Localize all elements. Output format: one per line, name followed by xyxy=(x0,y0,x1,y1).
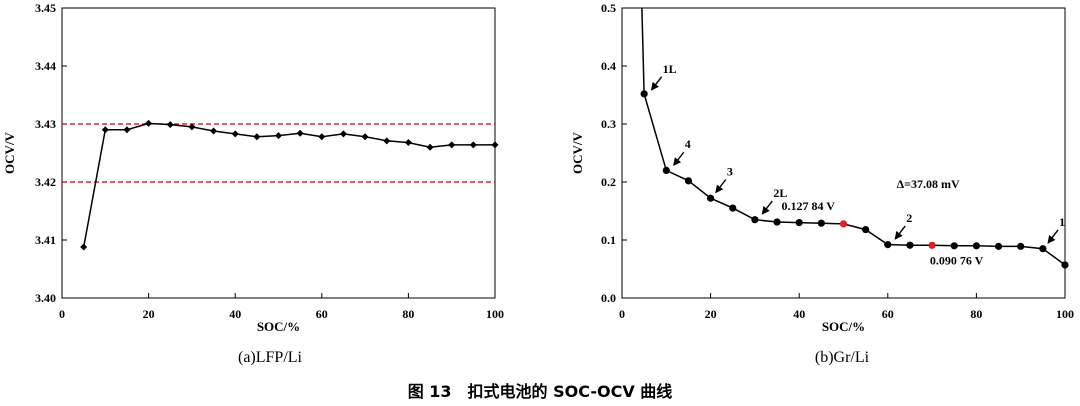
x-tick-label: 80 xyxy=(970,307,982,321)
value-label: 0.090 76 V xyxy=(930,253,984,267)
x-tick-label: 100 xyxy=(486,307,504,321)
y-axis-label: OCV/V xyxy=(2,131,17,174)
data-point xyxy=(145,119,153,127)
y-tick-label: 3.45 xyxy=(35,1,56,15)
y-tick-label: 3.44 xyxy=(35,59,56,73)
y-tick-label: 3.41 xyxy=(35,233,56,247)
x-tick-label: 20 xyxy=(705,307,717,321)
data-point xyxy=(469,141,477,149)
x-axis-label: SOC/% xyxy=(257,319,300,334)
annotation-label: 3 xyxy=(727,165,733,179)
x-tick-label: 0 xyxy=(59,307,65,321)
annotation-label: 1L xyxy=(663,62,677,76)
y-tick-label: 3.40 xyxy=(35,291,56,305)
data-point xyxy=(231,130,239,138)
x-tick-label: 80 xyxy=(402,307,414,321)
data-point xyxy=(296,129,304,137)
data-point xyxy=(210,127,218,135)
data-point xyxy=(906,241,914,249)
data-point xyxy=(1017,242,1025,250)
annotation-arrow xyxy=(1047,229,1059,244)
data-point xyxy=(1061,261,1069,269)
highlight-point xyxy=(928,241,936,249)
annotation-arrow xyxy=(650,76,663,91)
data-point xyxy=(383,137,391,145)
y-tick-label: 0.0 xyxy=(601,291,616,305)
x-tick-label: 0 xyxy=(619,307,625,321)
x-tick-label: 20 xyxy=(143,307,155,321)
x-tick-label: 100 xyxy=(1056,307,1074,321)
data-point xyxy=(404,139,412,147)
series-line xyxy=(82,122,495,248)
figure-caption: 图 13 扣式电池的 SOC-OCV 曲线 xyxy=(407,382,673,401)
data-point xyxy=(318,133,326,141)
annotation-label: 2L xyxy=(773,186,787,200)
x-tick-label: 60 xyxy=(882,307,894,321)
annotation-arrow xyxy=(715,179,727,194)
data-point xyxy=(123,126,131,134)
data-point xyxy=(994,242,1003,250)
x-tick-label: 40 xyxy=(229,307,241,321)
data-point xyxy=(884,241,892,249)
data-point xyxy=(80,243,88,251)
value-label: 0.127 84 V xyxy=(781,199,835,213)
y-tick-label: 3.42 xyxy=(35,175,56,189)
annotation-label: 2 xyxy=(906,211,912,225)
annotation-label: 1 xyxy=(1059,215,1065,229)
data-point xyxy=(862,225,870,234)
chart-lfp-li: 3.40 3.41 3.42 3.43 3.44 3.45 0 20 40 60 80 100 SOC/… xyxy=(2,1,504,366)
y-tick-label: 0.4 xyxy=(601,59,616,73)
y-tick-label: 0.3 xyxy=(601,117,616,131)
data-point xyxy=(729,204,737,212)
data-point xyxy=(101,126,109,134)
data-point xyxy=(448,141,456,149)
data-point xyxy=(275,132,282,140)
chart-gr-li: 0.0 0.1 0.2 0.3 0.4 0.5 0 20 40 60 80 100 SOC/% OCV/V… xyxy=(570,1,1074,366)
series-line xyxy=(641,7,1066,266)
data-point xyxy=(751,216,759,224)
data-point xyxy=(491,141,499,149)
y-tick-label: 0.5 xyxy=(601,1,616,15)
data-point xyxy=(773,218,781,226)
data-point xyxy=(684,177,693,185)
data-point xyxy=(253,133,261,141)
x-axis-label: SOC/% xyxy=(822,319,865,334)
data-point xyxy=(972,242,981,250)
annotation-arrow xyxy=(673,151,685,167)
annotation-arrow xyxy=(894,225,906,240)
y-axis-label: OCV/V xyxy=(570,131,585,174)
highlight-point xyxy=(839,220,848,228)
data-point xyxy=(640,90,648,98)
x-tick-label: 40 xyxy=(793,307,805,321)
data-point xyxy=(707,194,715,202)
chart-subtitle: (b)Gr/Li xyxy=(815,349,870,366)
data-point xyxy=(817,219,825,227)
y-tick-label: 3.43 xyxy=(35,117,56,131)
data-point xyxy=(795,219,803,227)
value-label: Δ=37.08 mV xyxy=(897,177,960,191)
plot-frame xyxy=(621,7,1066,299)
chart-subtitle: (a)LFP/Li xyxy=(238,349,303,366)
y-tick-label: 0.2 xyxy=(601,175,616,189)
data-point xyxy=(950,242,958,250)
plot-frame xyxy=(61,7,496,299)
data-point xyxy=(361,133,369,141)
data-point xyxy=(188,123,196,131)
y-tick-label: 0.1 xyxy=(601,233,616,247)
data-point xyxy=(1039,245,1047,253)
data-point xyxy=(339,130,347,138)
data-point xyxy=(426,143,434,151)
x-tick-label: 60 xyxy=(316,307,328,321)
data-point xyxy=(662,166,670,174)
data-point xyxy=(166,121,174,129)
annotation-label: 4 xyxy=(685,137,691,151)
annotation-arrow xyxy=(761,200,773,215)
